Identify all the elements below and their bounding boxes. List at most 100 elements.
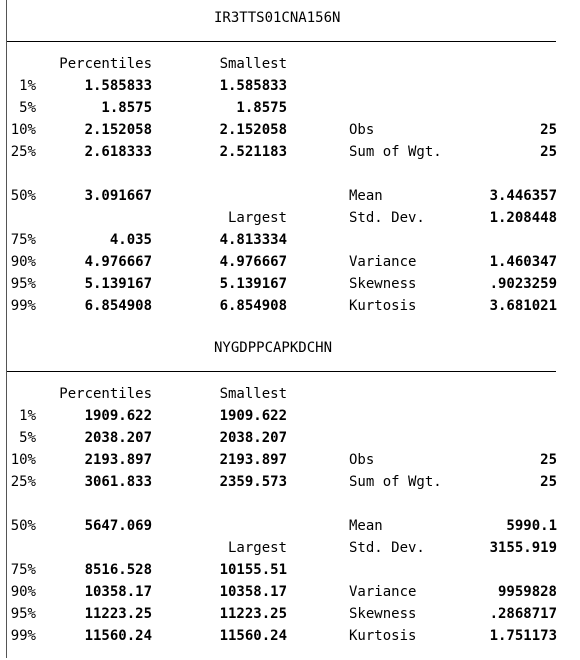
header-rule (7, 371, 556, 372)
percentile-value: 6.854908 (84, 298, 152, 314)
percentile-label: 99% (10, 298, 36, 314)
stat-value: 1.460347 (489, 254, 557, 270)
percentile-label: 90% (10, 254, 36, 270)
table-row: 95% 11223.25 11223.25 Skewness .2868717 (7, 603, 580, 625)
table-row: 1% 1.585833 1.585833 (7, 75, 580, 97)
stat-label: Obs (349, 452, 375, 468)
percentile-value: 3.091667 (84, 188, 152, 204)
stat-label: Kurtosis (349, 628, 417, 644)
stat-value: 9959828 (497, 584, 557, 600)
stat-label: Obs (349, 122, 375, 138)
stat-value: 3.681021 (489, 298, 557, 314)
percentile-label: 10% (10, 452, 36, 468)
percentile-label: 50% (10, 188, 36, 204)
percentile-label: 25% (10, 144, 36, 160)
percentile-label: 95% (10, 276, 36, 292)
variable-title: IR3TTS01CNA156N (214, 10, 341, 26)
stat-value: 25 (540, 474, 557, 490)
percentile-value: 11223.25 (84, 606, 152, 622)
extreme-value: 5.139167 (219, 276, 287, 292)
percentile-label: 5% (19, 430, 36, 446)
stat-value: 5990.1 (506, 518, 557, 534)
percentile-label: 75% (10, 232, 36, 248)
stat-label: Variance (349, 584, 417, 600)
percentile-label: 99% (10, 628, 36, 644)
table-row: 99% 6.854908 6.854908 Kurtosis 3.681021 (7, 295, 580, 317)
percentile-label: 25% (10, 474, 36, 490)
extreme-value: 2038.207 (219, 430, 287, 446)
stata-output-window: IR3TTS01CNA156N Percentiles Smallest 1% … (6, 0, 580, 658)
table-row: 25% 2.618333 2.521183 Sum of Wgt. 25 (7, 141, 580, 163)
extreme-value: 2.152058 (219, 122, 287, 138)
table-row: 90% 4.976667 4.976667 Variance 1.460347 (7, 251, 580, 273)
percentile-value: 1.8575 (101, 100, 152, 116)
extreme-value: 6.854908 (219, 298, 287, 314)
stat-value: 25 (540, 144, 557, 160)
stat-value: 3.446357 (489, 188, 557, 204)
extreme-value: 4.976667 (219, 254, 287, 270)
stat-label: Variance (349, 254, 417, 270)
stat-value: 25 (540, 452, 557, 468)
table-row: 50% 5647.069 Mean 5990.1 (7, 515, 580, 537)
percentile-label: 95% (10, 606, 36, 622)
table-row: 99% 11560.24 11560.24 Kurtosis 1.751173 (7, 625, 580, 647)
table-row: Largest Std. Dev. 3155.919 (7, 537, 580, 559)
percentile-label: 5% (19, 100, 36, 116)
percentile-value: 4.976667 (84, 254, 152, 270)
stat-label: Mean (349, 188, 383, 204)
stat-value: .2868717 (489, 606, 557, 622)
table-row: 95% 5.139167 5.139167 Skewness .9023259 (7, 273, 580, 295)
percentiles-header: Percentiles (59, 56, 152, 72)
percentiles-header: Percentiles (59, 386, 152, 402)
stat-label: Skewness (349, 606, 417, 622)
header-row: Percentiles Smallest (7, 383, 580, 405)
stat-value: 3155.919 (489, 540, 557, 556)
stat-label: Sum of Wgt. (349, 144, 442, 160)
table-row: 25% 3061.833 2359.573 Sum of Wgt. 25 (7, 471, 580, 493)
percentile-value: 2.152058 (84, 122, 152, 138)
extreme-value: 1.8575 (236, 100, 287, 116)
percentile-label: 90% (10, 584, 36, 600)
percentile-label: 10% (10, 122, 36, 138)
stat-label: Std. Dev. (349, 210, 425, 226)
stat-label: Kurtosis (349, 298, 417, 314)
variable-title: NYGDPPCAPKDCHN (214, 340, 333, 356)
stat-label: Std. Dev. (349, 540, 425, 556)
stat-label: Skewness (349, 276, 417, 292)
percentile-value: 2.618333 (84, 144, 152, 160)
percentile-value: 8516.528 (84, 562, 152, 578)
extreme-value: 1.585833 (219, 78, 287, 94)
percentile-value: 4.035 (109, 232, 152, 248)
stat-label: Sum of Wgt. (349, 474, 442, 490)
stat-value: 25 (540, 122, 557, 138)
percentile-label: 1% (19, 78, 36, 94)
stat-label: Mean (349, 518, 383, 534)
percentile-value: 2193.897 (84, 452, 152, 468)
smallest-header: Smallest (219, 56, 287, 72)
table-row: 75% 8516.528 10155.51 (7, 559, 580, 581)
table-row: 5% 1.8575 1.8575 (7, 97, 580, 119)
extreme-value: 1909.622 (219, 408, 287, 424)
table-row: Largest Std. Dev. 1.208448 (7, 207, 580, 229)
extreme-value: 10155.51 (219, 562, 287, 578)
percentile-label: 1% (19, 408, 36, 424)
extreme-value: 2359.573 (219, 474, 287, 490)
largest-header: Largest (227, 210, 287, 226)
table-row: 75% 4.035 4.813334 (7, 229, 580, 251)
extreme-value: 2.521183 (219, 144, 287, 160)
extreme-value: 11223.25 (219, 606, 287, 622)
percentile-label: 50% (10, 518, 36, 534)
stat-value: 1.208448 (489, 210, 557, 226)
stat-value: 1.751173 (489, 628, 557, 644)
extreme-value: 2193.897 (219, 452, 287, 468)
extreme-value: 11560.24 (219, 628, 287, 644)
table-row: 5% 2038.207 2038.207 (7, 427, 580, 449)
smallest-header: Smallest (219, 386, 287, 402)
extreme-value: 10358.17 (219, 584, 287, 600)
percentile-label: 75% (10, 562, 36, 578)
summary-table: IR3TTS01CNA156N Percentiles Smallest 1% … (7, 0, 580, 330)
largest-header: Largest (227, 540, 287, 556)
header-row: Percentiles Smallest (7, 53, 580, 75)
percentile-value: 10358.17 (84, 584, 152, 600)
summary-table: NYGDPPCAPKDCHN Percentiles Smallest 1% 1… (7, 330, 580, 660)
